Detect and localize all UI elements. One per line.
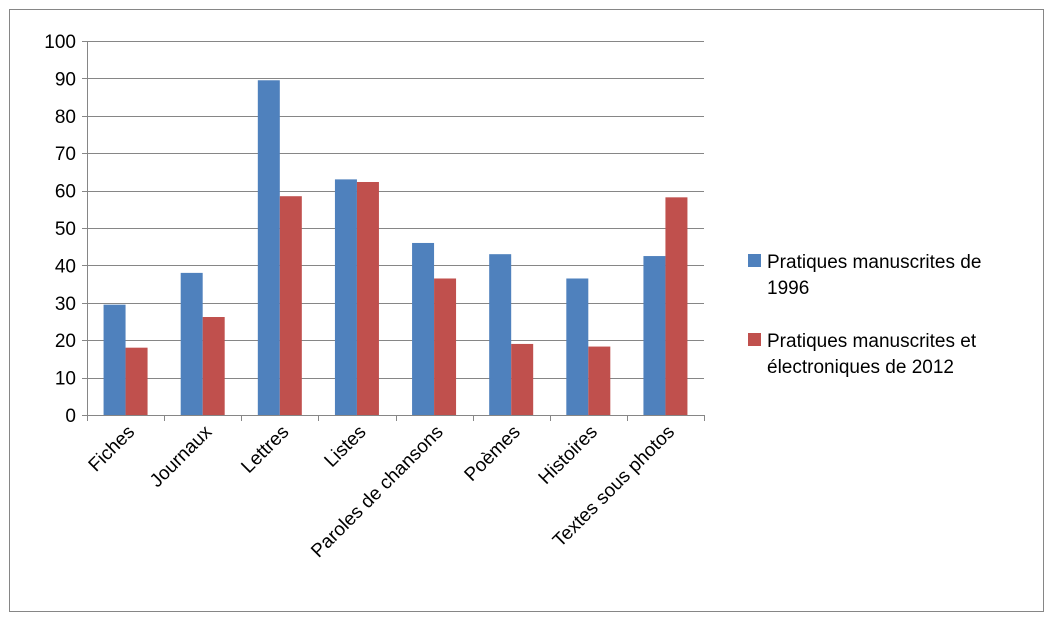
bar-1996	[257, 80, 280, 416]
legend-swatch	[748, 254, 761, 267]
y-tick-label: 100	[44, 32, 76, 53]
y-tick-labels: 0 10 20 30 40 50 60 70 80 90 100	[44, 32, 76, 427]
bar-2012	[202, 317, 225, 415]
bars	[103, 80, 688, 416]
y-tick-label: 40	[55, 256, 76, 277]
legend-label: Pratiques manuscrites de	[767, 252, 981, 273]
bar-2012	[665, 197, 688, 415]
y-tick-label: 80	[55, 107, 76, 128]
legend-label: Pratiques manuscrites et	[767, 331, 977, 352]
y-tick-label: 60	[55, 182, 76, 203]
axes	[82, 41, 705, 421]
legend-label: 1996	[767, 278, 809, 299]
bar-2012	[279, 196, 302, 415]
bar-2012	[588, 346, 611, 415]
bar-2012	[434, 278, 457, 415]
y-tick-label: 0	[65, 406, 76, 427]
bar-2012	[125, 347, 148, 415]
bar-1996	[412, 242, 435, 415]
bar-1996	[180, 272, 203, 415]
bar-1996	[334, 179, 357, 415]
y-tick-label: 50	[55, 219, 76, 240]
bar-2012	[356, 181, 379, 415]
legend-label: électroniques de 2012	[767, 357, 954, 378]
legend-swatch	[748, 333, 761, 346]
y-tick-label: 90	[55, 69, 76, 90]
chart-border	[9, 9, 1044, 612]
y-tick-label: 20	[55, 331, 76, 352]
bar-1996	[643, 256, 666, 415]
bar-1996	[103, 304, 126, 415]
y-tick-label: 10	[55, 369, 76, 390]
y-tick-label: 30	[55, 294, 76, 315]
bar-1996	[566, 278, 589, 415]
bar-1996	[489, 254, 512, 415]
legend: Pratiques manuscrites de 1996 Pratiques ma…	[748, 252, 981, 378]
y-tick-label: 70	[55, 144, 76, 165]
bar-2012	[511, 343, 534, 415]
